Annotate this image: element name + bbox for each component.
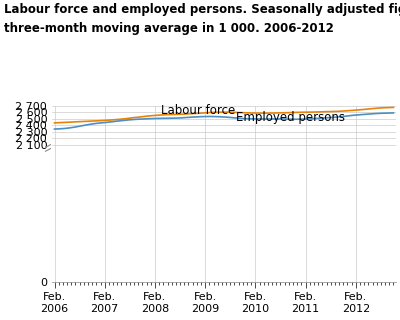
Text: Labour force: Labour force <box>161 104 235 117</box>
Text: Labour force and employed persons. Seasonally adjusted figures,: Labour force and employed persons. Seaso… <box>4 3 400 16</box>
Text: Employed persons: Employed persons <box>236 111 345 124</box>
Text: three-month moving average in 1 000. 2006-2012: three-month moving average in 1 000. 200… <box>4 22 334 36</box>
